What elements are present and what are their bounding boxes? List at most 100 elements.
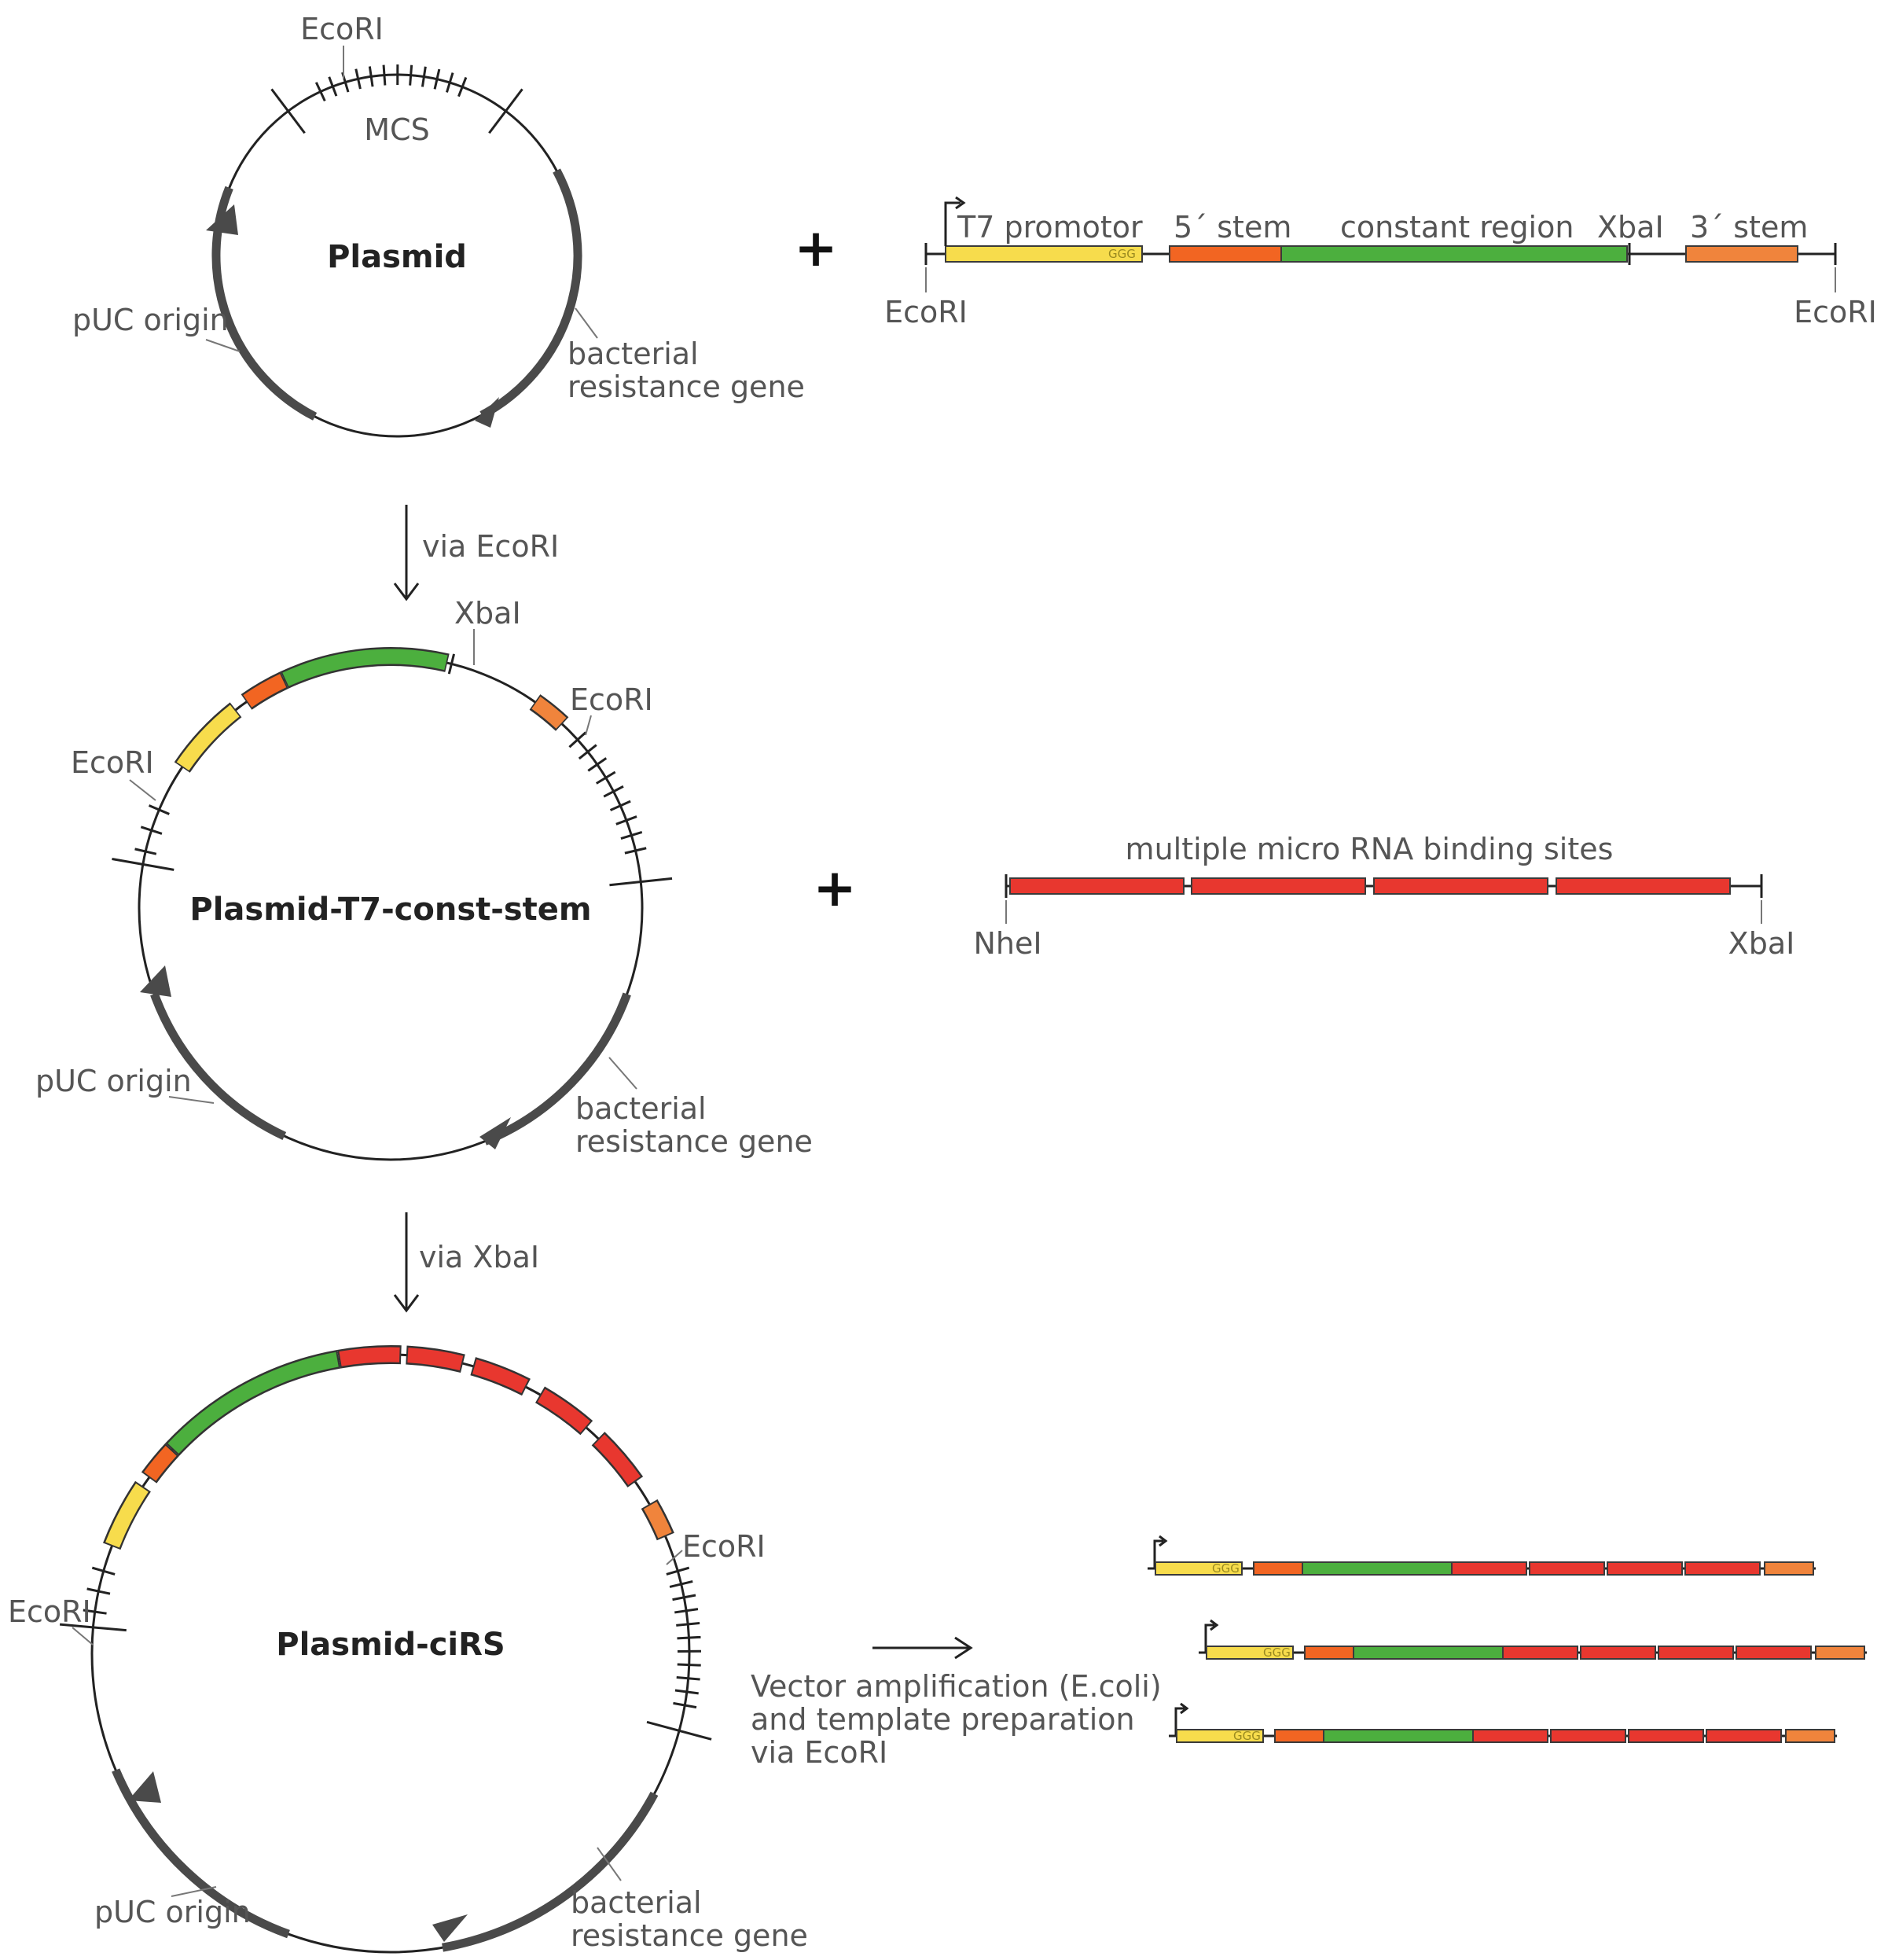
plasmid-1-resistance-gene-arc (479, 168, 582, 419)
insert-1-ecori-right: EcoRI (1794, 295, 1877, 329)
mirna-site-fill (407, 1348, 464, 1371)
step-2-label: via XbaI (419, 1240, 539, 1274)
insert-1-promoter-arrow (944, 201, 961, 246)
insert-1-t7-label: T7 promotor (957, 210, 1143, 245)
plasmid-1-ecori-label: EcoRI (300, 12, 384, 46)
mcs-boundary (609, 877, 673, 887)
plasmid-2-origin-arrowhead (140, 965, 171, 997)
final-step-line-2: and template preparation (751, 1702, 1135, 1737)
mcs-tick (578, 744, 597, 760)
plasmid-1-resistance-label-2: resistance gene (568, 370, 805, 404)
plasmid-2-ecori-left-label: EcoRI (71, 745, 154, 780)
plasmid-2-segments (174, 647, 569, 773)
plasmid-2-xbai-label: XbaI (454, 596, 521, 631)
stem-5-fill (243, 674, 287, 708)
plasmid-1: Plasmid EcoRI MCS pUC origin bacterial r… (72, 12, 805, 438)
plasmid-3-ticks (59, 1566, 712, 1741)
mcs-tick (669, 1580, 693, 1588)
template-t7 (1155, 1561, 1243, 1576)
step-arrow-1: via EcoRI (393, 505, 559, 601)
final-step-line-3: via EcoRI (751, 1735, 887, 1770)
template-constant (1302, 1561, 1453, 1576)
plus-sign-1: + (794, 218, 837, 278)
insert-1-ggg: GGG (1108, 247, 1136, 261)
final-step: Vector amplification (E.coli) and templa… (751, 1636, 1162, 1770)
mcs-tick (409, 64, 413, 86)
mcs-tick (457, 76, 468, 97)
plasmid-3-ecori-left-label: EcoRI (8, 1594, 91, 1629)
plasmid-3-ecori-right-label: EcoRI (682, 1529, 766, 1564)
mcs-boundary (488, 88, 523, 134)
mcs-tick (672, 1594, 696, 1601)
stem-5-fill (144, 1445, 177, 1481)
plasmid-2-resistance-gene-arc (483, 992, 631, 1145)
template-t7 (1206, 1646, 1294, 1660)
mcs-tick (140, 826, 163, 835)
plasmid-2-title: Plasmid-T7-const-stem (189, 892, 591, 928)
mcs-tick (314, 82, 326, 101)
plasmid-3-resistance-label-2: resistance gene (571, 1918, 808, 1953)
template-promoter-arrow (1174, 1707, 1185, 1736)
template-mirna (1684, 1561, 1761, 1576)
mcs-tick (624, 847, 647, 855)
template-mirna (1529, 1561, 1605, 1576)
template-t7 (1176, 1729, 1264, 1743)
mirna-site-fill (472, 1359, 528, 1394)
mcs-tick (354, 68, 362, 90)
template-promoter-arrow (1204, 1624, 1214, 1653)
mcs-boundary (270, 88, 306, 134)
template-strand-1: GGG (1148, 1535, 1816, 1576)
insert-2-nhei-label: NheI (973, 926, 1041, 961)
plasmid-2-puc-origin-label: pUC origin (35, 1064, 192, 1098)
xbai-site (447, 653, 456, 675)
mcs-tick (86, 1587, 111, 1595)
final-step-line-1: Vector amplification (E.coli) (751, 1669, 1162, 1704)
template-mirna (1580, 1646, 1656, 1660)
plasmid-2-resistance-arrowhead (479, 1117, 511, 1149)
template-promoter-arrow (1153, 1539, 1163, 1568)
plasmid-3-segments (103, 1344, 674, 1550)
stem-3-fill (643, 1502, 672, 1539)
insert-1-5-stem (1169, 245, 1282, 263)
plasmid-1-mcs-ticks (270, 64, 523, 134)
template-stem-3 (1764, 1561, 1814, 1576)
plasmid-3-puc-origin-label: pUC origin (94, 1895, 251, 1929)
plasmid-1-resistance-label-1: bacterial (568, 336, 699, 371)
template-constant (1323, 1729, 1474, 1743)
template-constant (1353, 1646, 1504, 1660)
mcs-tick (328, 76, 338, 97)
insert-t7-const-stem: GGG T7 promotor 5´ stem constant region … (884, 196, 1877, 329)
template-mirna (1628, 1729, 1704, 1743)
plasmid-3-resistance-label-1: bacterial (571, 1885, 702, 1920)
plasmid-2-puc-origin-arc (150, 992, 287, 1140)
mcs-tick (666, 1566, 690, 1576)
mcs-tick (609, 800, 631, 811)
mirna-site-2 (1191, 877, 1366, 895)
mcs-tick (433, 68, 441, 90)
mcs-tick (382, 64, 387, 86)
mcs-boundary (646, 1720, 712, 1741)
template-stem-5 (1274, 1729, 1324, 1743)
template-stem-5 (1253, 1561, 1303, 1576)
plasmid-3-origin-arrowhead (128, 1771, 161, 1803)
mcs-tick (673, 1701, 697, 1709)
mirna-site-3 (1373, 877, 1548, 895)
template-ggg: GGG (1233, 1729, 1261, 1743)
mcs-tick (674, 1608, 699, 1614)
insert-1-ecori-left: EcoRI (884, 295, 968, 329)
constant-region-fill (167, 1351, 339, 1454)
mirna-site-fill (593, 1434, 641, 1485)
step-1-label: via EcoRI (422, 529, 559, 564)
insert-1-t7-promotor (945, 245, 1143, 263)
t7-promotor-fill (105, 1483, 149, 1548)
plasmid-2-resistance-label-2: resistance gene (575, 1124, 813, 1159)
mcs-boundary (112, 858, 174, 871)
plasmid-1-origin-arrowhead (206, 204, 238, 235)
template-ggg: GGG (1212, 1561, 1240, 1576)
stem-3-fill (531, 697, 567, 729)
template-strand-2: GGG (1199, 1619, 1867, 1660)
plasmid-2-ecori-right-label: EcoRI (570, 682, 653, 717)
insert-2-xbai-label: XbaI (1728, 926, 1795, 961)
